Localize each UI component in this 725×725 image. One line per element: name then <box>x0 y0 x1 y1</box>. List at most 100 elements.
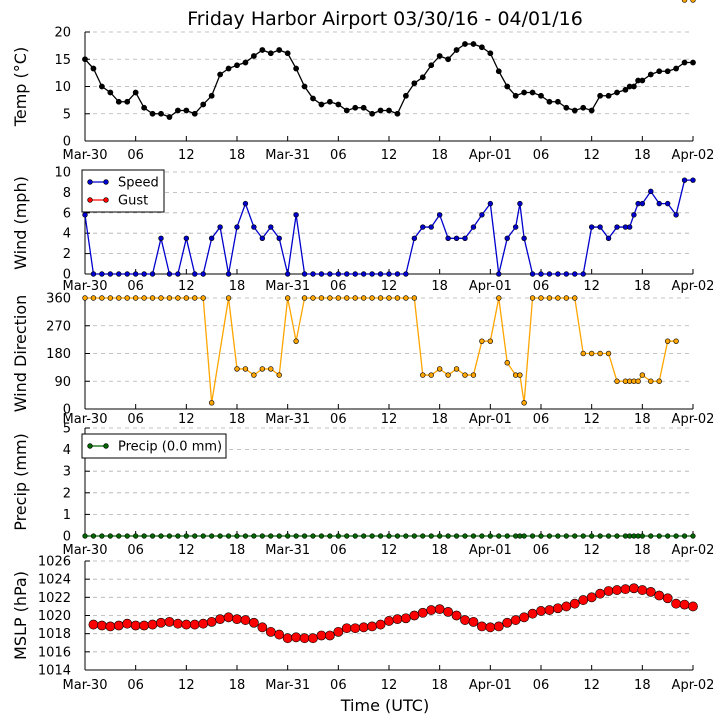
temp-point <box>445 56 452 63</box>
temp-point <box>326 98 333 105</box>
speed-point <box>555 271 561 277</box>
precip-point <box>555 533 561 539</box>
speed-point <box>538 271 544 277</box>
x-tick-label: 12 <box>178 279 195 294</box>
temp-point <box>141 104 148 111</box>
wind-direction-point <box>310 295 316 301</box>
mslp-point <box>248 617 259 628</box>
legend-swatch-marker <box>87 443 93 449</box>
temp-point <box>512 92 519 99</box>
y-tick-label: 15 <box>54 53 71 68</box>
chart-title: Friday Harbor Airport 03/30/16 - 04/01/1… <box>187 8 583 30</box>
wind-direction-point <box>673 338 679 344</box>
mslp-point <box>476 621 487 632</box>
x-tick-label: 18 <box>431 412 448 427</box>
mslp-point <box>257 622 268 633</box>
x-tick-label: Mar-31 <box>265 678 310 693</box>
precip-point <box>656 533 662 539</box>
temp-point <box>546 98 553 105</box>
speed-point <box>234 224 240 230</box>
wind-direction-point <box>166 295 173 301</box>
speed-point <box>192 271 198 277</box>
speed-point <box>580 271 586 277</box>
mslp-point <box>671 598 682 609</box>
temp-point <box>622 86 629 93</box>
y-tick-label: 4 <box>63 227 71 242</box>
precip-point <box>673 533 679 539</box>
y-tick-label: 20 <box>54 26 71 41</box>
x-axis-label: Time (UTC) <box>340 696 429 715</box>
precip-point <box>470 533 477 539</box>
speed-point <box>124 271 130 277</box>
speed-point <box>251 224 257 230</box>
speed-point <box>107 271 114 277</box>
speed-point <box>99 271 105 277</box>
precip-point <box>242 533 249 539</box>
mslp-point <box>586 592 597 603</box>
mslp-point <box>384 616 394 626</box>
x-tick-label: 06 <box>127 279 144 294</box>
x-tick-label: 12 <box>381 148 398 163</box>
wind-direction-point <box>635 378 641 384</box>
temp-point <box>588 107 595 114</box>
mslp-point <box>367 621 378 632</box>
speed-point <box>377 271 384 277</box>
precip-point <box>453 533 460 539</box>
legend-label: Speed <box>118 176 159 191</box>
precip-point <box>627 533 633 539</box>
x-tick-label: 06 <box>533 412 550 427</box>
x-tick-label: Mar-30 <box>63 148 108 163</box>
x-tick-label: 06 <box>127 412 144 427</box>
y-axis-label: Precip (mm) <box>11 433 30 531</box>
y-axis-label: Wind (mph) <box>11 176 30 270</box>
panel-wind: 0 2 4 6 8 10 Mar-30 06 12 18 Mar-31 06 12 18 Apr-01 06 1… <box>11 166 714 295</box>
legend <box>81 169 165 213</box>
mslp-point <box>544 605 555 615</box>
precip-point <box>487 533 493 539</box>
x-tick-label: Apr-01 <box>469 279 512 294</box>
precip-point <box>99 533 105 539</box>
speed-point <box>512 224 519 230</box>
temp-point <box>487 50 494 57</box>
wind-direction-point <box>681 0 688 3</box>
mslp-point <box>215 614 226 625</box>
mslp-point <box>96 620 107 631</box>
temp-point <box>242 59 249 66</box>
precip-point <box>386 533 392 539</box>
temp-point <box>436 53 443 59</box>
y-tick-label: 180 <box>46 347 71 362</box>
temp-point <box>563 104 570 111</box>
precip-point <box>335 533 341 539</box>
temp-point <box>394 110 401 117</box>
y-tick-label: 8 <box>63 186 71 201</box>
x-tick-label: 12 <box>583 148 600 163</box>
mslp-point <box>232 614 242 625</box>
mslp-point <box>569 598 580 609</box>
temp-point <box>605 92 612 99</box>
y-tick-label: 1022 <box>38 591 71 606</box>
temp-line <box>84 43 693 118</box>
temp-point <box>166 114 173 120</box>
x-tick-label: 12 <box>178 412 195 427</box>
speed-point <box>639 200 646 207</box>
temp-point <box>478 44 485 51</box>
speed-point <box>149 271 156 277</box>
wind-direction-point <box>529 295 536 301</box>
x-tick-label: Mar-30 <box>63 279 108 294</box>
x-tick-label: 06 <box>127 543 144 558</box>
temp-point <box>149 110 156 117</box>
y-tick-label: 1018 <box>38 627 71 642</box>
speed-point <box>369 271 375 277</box>
speed-point <box>82 212 88 218</box>
wind-direction-point <box>268 366 274 372</box>
mslp-point <box>189 619 200 630</box>
wind-direction-point <box>327 295 333 301</box>
mslp-point <box>468 616 479 627</box>
x-tick-label: Apr-02 <box>672 678 715 693</box>
precip-point <box>580 533 586 539</box>
mslp-point <box>578 595 589 605</box>
temp-point <box>115 98 122 105</box>
